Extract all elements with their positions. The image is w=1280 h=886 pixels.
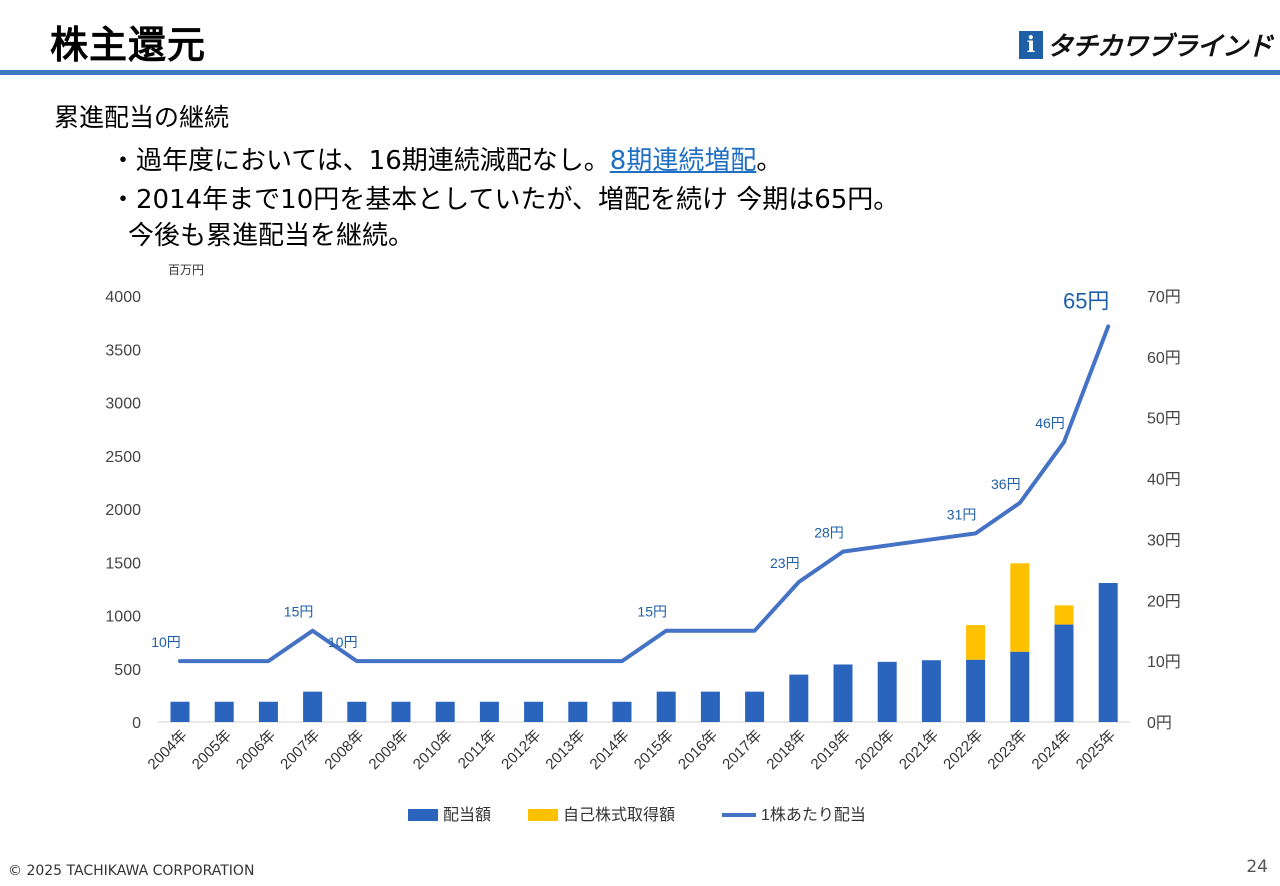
- dividend-bar: [612, 701, 632, 722]
- slide-title: 株主還元: [50, 23, 207, 67]
- dividend-bar: [833, 664, 853, 722]
- line-data-label: 28円: [814, 525, 844, 541]
- dividend-bar: [214, 701, 234, 722]
- x-tick-label: 2004年: [145, 727, 191, 773]
- legend-label-dividend: 配当額: [443, 806, 491, 824]
- line-data-label: 15円: [637, 604, 667, 620]
- x-tick-label: 2006年: [233, 727, 279, 773]
- line-data-label: 31円: [947, 506, 977, 522]
- dividend-bar: [170, 701, 190, 722]
- dividend-bar: [391, 701, 411, 722]
- y-left-tick-label: 1500: [105, 555, 141, 572]
- buyback-bar: [1054, 605, 1074, 625]
- legend-label-line: 1株あたり配当: [761, 806, 866, 824]
- x-tick-label: 2022年: [940, 727, 986, 773]
- bullet-1-text: ・過年度においては、16期連続減配なし。: [110, 146, 610, 176]
- dividend-bar: [1010, 651, 1030, 722]
- dividend-chart: 百万円 0 500 1000 1500 2000 2500 3000 3500 4000 0円 10円…: [105, 263, 1181, 824]
- line-data-label: 65円: [1063, 288, 1109, 313]
- buyback-bar: [1010, 563, 1030, 652]
- y-right-tick-label: 30円: [1147, 532, 1181, 549]
- dividend-bar: [303, 691, 323, 722]
- x-tick-label: 2007年: [277, 727, 323, 773]
- copyright: © 2025 TACHIKAWA CORPORATION: [8, 863, 255, 879]
- y-left-tick-label: 3000: [105, 396, 141, 413]
- legend-swatch-buyback: [528, 809, 558, 821]
- y-left-tick-label: 0: [132, 715, 141, 732]
- x-tick-label: 2023年: [984, 727, 1030, 773]
- y-right-tick-label: 0円: [1147, 715, 1172, 732]
- y-left-tick-label: 2500: [105, 449, 141, 466]
- y-right-tick-label: 20円: [1147, 593, 1181, 610]
- bullet-1: ・過年度においては、16期連続減配なし。8期連続増配。: [110, 140, 782, 177]
- dividend-bar: [258, 701, 278, 722]
- header-rule: [0, 70, 1280, 75]
- dividend-bar: [700, 691, 720, 722]
- x-tick-label: 2012年: [498, 727, 544, 773]
- x-tick-label: 2014年: [587, 727, 633, 773]
- dividend-bar: [877, 661, 897, 722]
- legend-swatch-dividend: [408, 809, 438, 821]
- dividend-bar: [1098, 583, 1118, 722]
- buyback-bar: [966, 625, 986, 660]
- logo-mark-icon: i: [1018, 30, 1043, 59]
- dividend-bar: [745, 691, 765, 722]
- x-tick-label: 2024年: [1029, 727, 1075, 773]
- dividend-bar: [1054, 624, 1074, 722]
- x-tick-label: 2010年: [410, 727, 456, 773]
- x-tick-label: 2021年: [896, 727, 942, 773]
- x-tick-label: 2008年: [321, 727, 367, 773]
- dividend-bar: [789, 674, 809, 722]
- x-tick-label: 2009年: [366, 727, 412, 773]
- dividend-bar: [656, 691, 676, 722]
- dividend-bar: [966, 659, 986, 722]
- x-tick-label: 2011年: [455, 727, 500, 772]
- page-number: 24: [1246, 857, 1268, 877]
- dividend-bar: [921, 660, 941, 722]
- dividend-bar: [479, 701, 499, 722]
- logo-text: タチカワブラインド: [1046, 32, 1273, 62]
- x-tick-label: 2015年: [631, 727, 677, 773]
- y-left-tick-label: 500: [114, 662, 141, 679]
- y-left-tick-label: 4000: [105, 289, 141, 306]
- per-share-dividend-line: [178, 324, 1111, 664]
- y-axis-unit-label: 百万円: [168, 263, 204, 277]
- x-tick-label: 2018年: [763, 727, 809, 773]
- bullet-2: ・2014年まで10円を基本としていたが、増配を続け 今期は65円。: [110, 185, 900, 215]
- legend-label-buyback: 自己株式取得額: [563, 806, 675, 824]
- x-tick-label: 2013年: [542, 727, 588, 773]
- x-tick-label: 2019年: [808, 727, 854, 773]
- x-tick-label: 2020年: [852, 727, 898, 773]
- dividend-bar: [568, 701, 588, 722]
- x-tick-label: 2016年: [675, 727, 721, 773]
- y-right-tick-label: 10円: [1147, 654, 1181, 671]
- y-right-tick-label: 40円: [1147, 472, 1181, 489]
- dividend-bar: [347, 701, 367, 722]
- line-data-label: 10円: [328, 634, 358, 650]
- y-right-tick-label: 70円: [1147, 289, 1181, 306]
- y-left-tick-label: 2000: [105, 502, 141, 519]
- x-tick-label: 2025年: [1073, 727, 1119, 773]
- y-right-tick-label: 60円: [1147, 350, 1181, 367]
- company-logo: i タチカワブラインド: [1018, 26, 1273, 63]
- dividend-bar: [524, 701, 544, 722]
- x-tick-label: 2005年: [189, 727, 235, 773]
- y-left-tick-label: 1000: [105, 609, 141, 626]
- line-data-label: 10円: [151, 634, 181, 650]
- subheading: 累進配当の継続: [54, 103, 230, 132]
- dividend-bar: [435, 701, 455, 722]
- x-tick-label: 2017年: [719, 727, 765, 773]
- y-left-tick-label: 3500: [105, 342, 141, 359]
- bullet-1-suffix: 。: [756, 146, 783, 176]
- line-data-label: 15円: [284, 604, 314, 620]
- bullet-1-highlight: 8期連続増配: [609, 146, 757, 176]
- y-right-tick-label: 50円: [1147, 411, 1181, 428]
- line-data-label: 36円: [991, 476, 1021, 492]
- line-data-label: 23円: [770, 555, 800, 571]
- bullet-3: 今後も累進配当を継続。: [128, 221, 415, 251]
- line-data-label: 46円: [1035, 415, 1065, 431]
